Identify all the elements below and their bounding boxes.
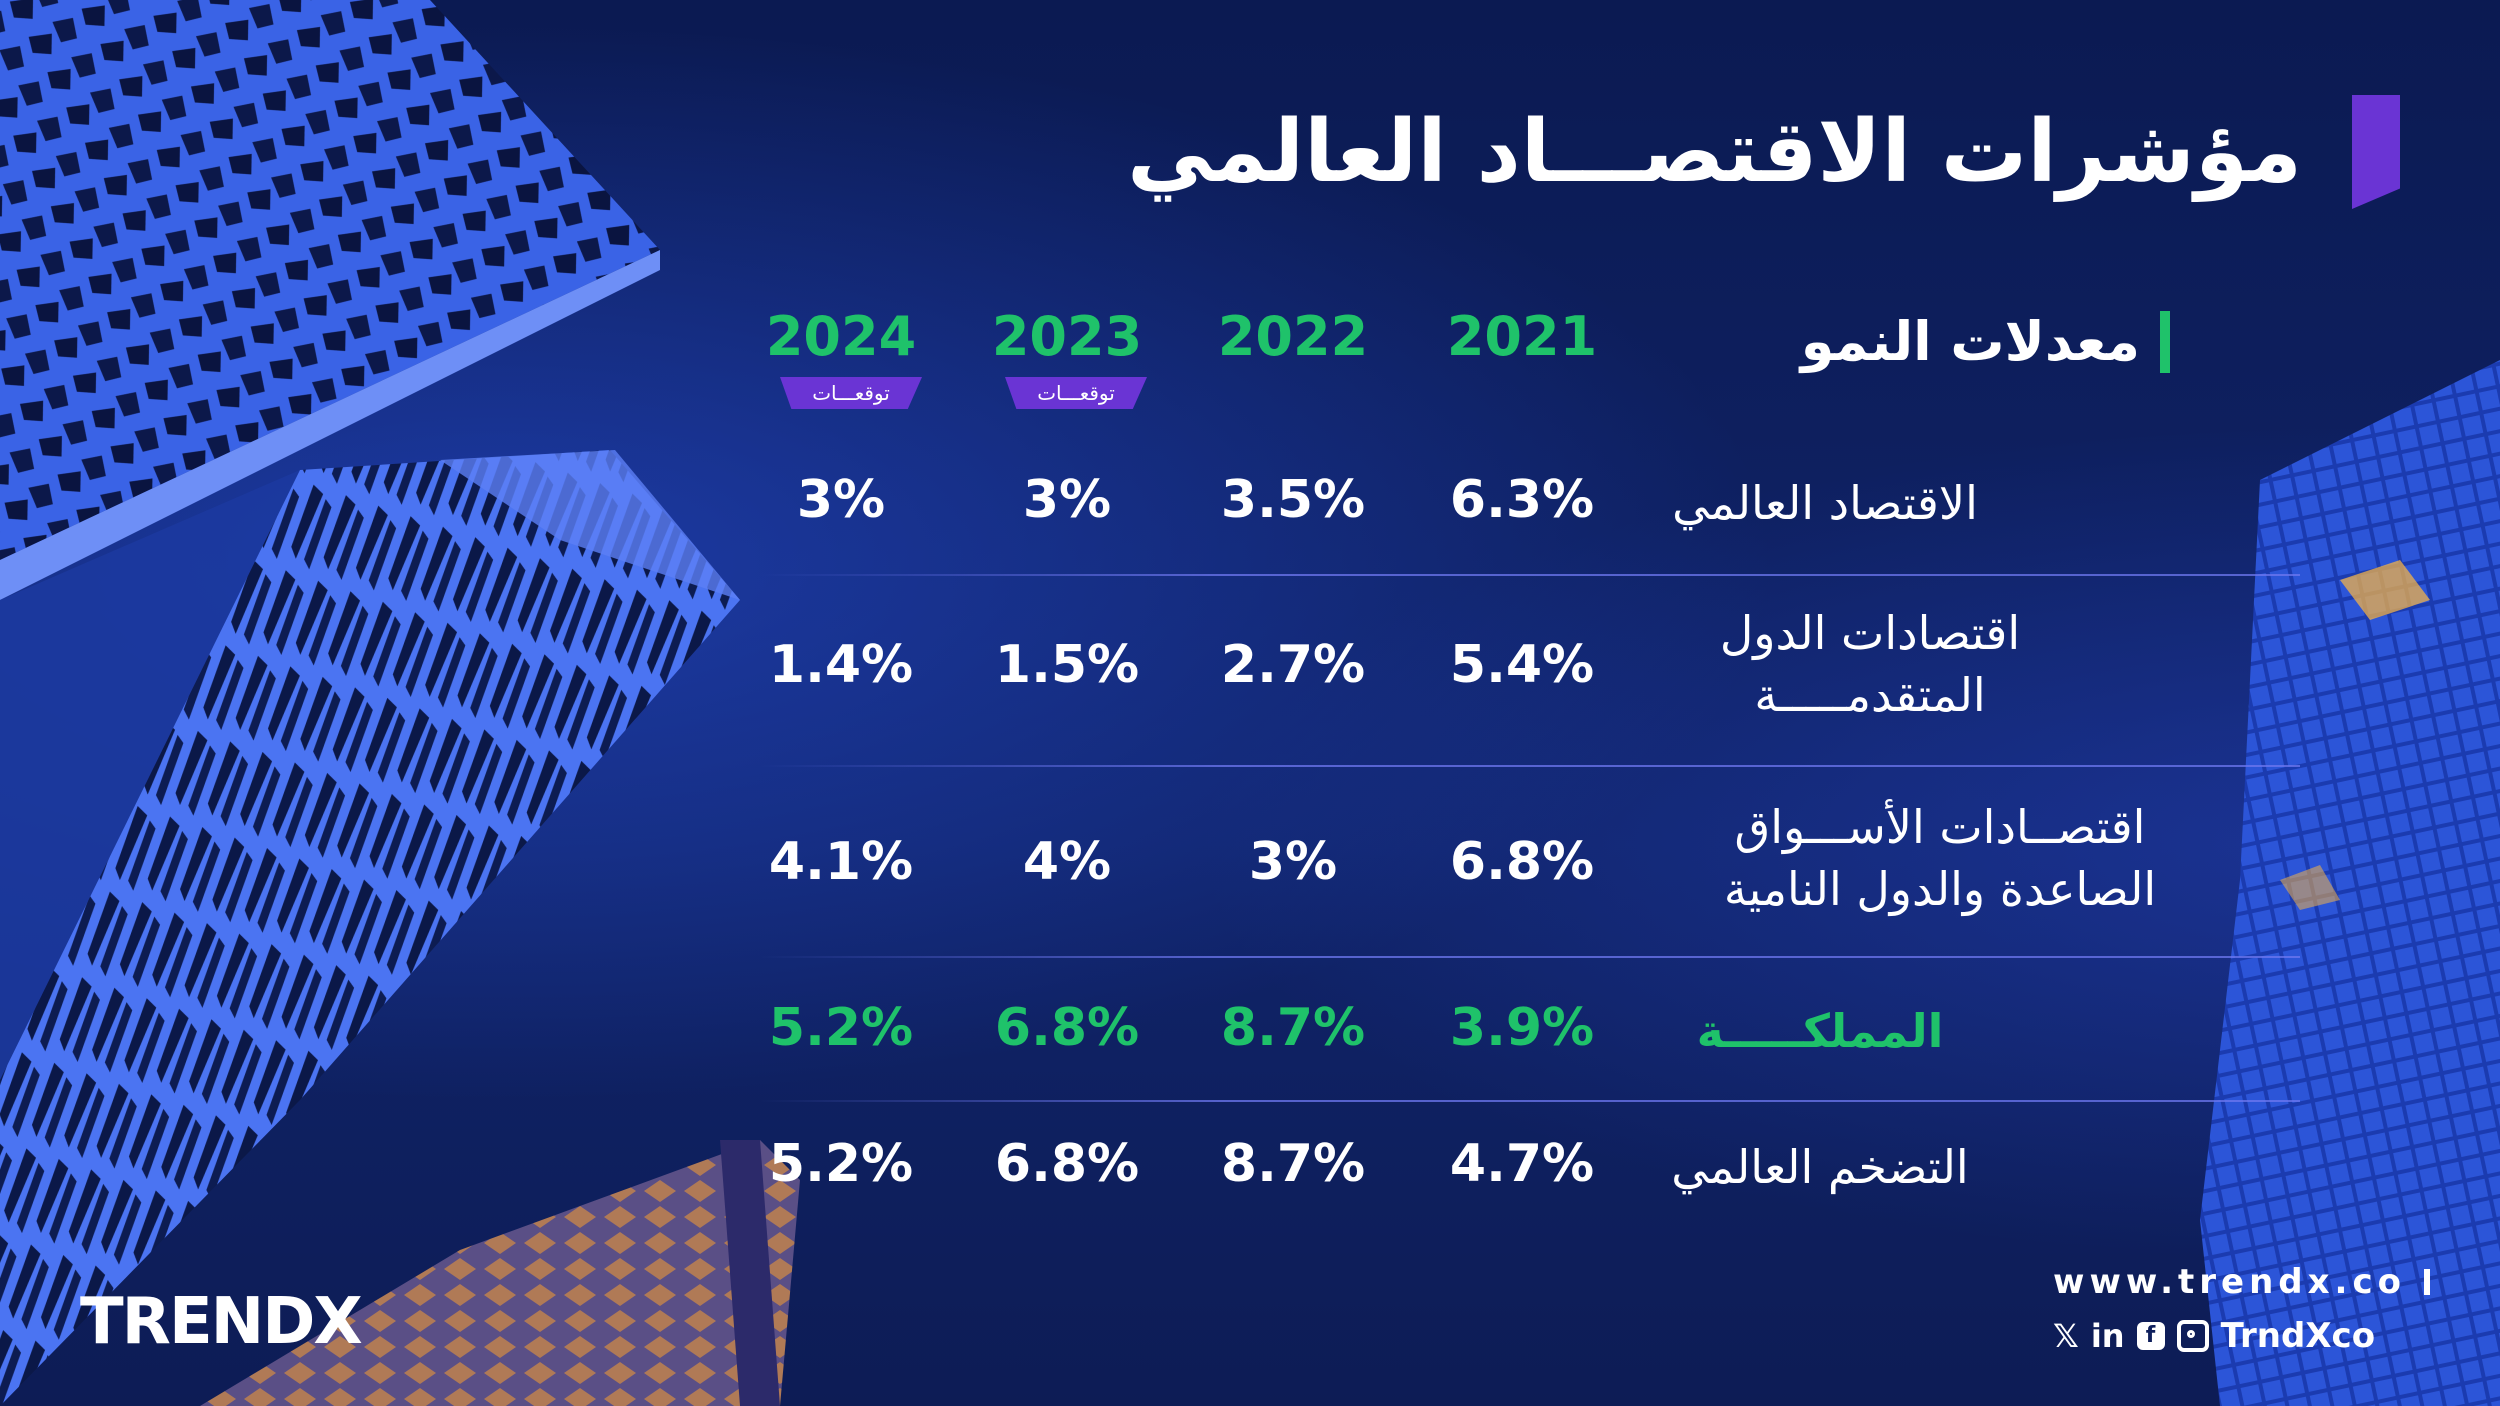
column-year: 2023 bbox=[991, 305, 1143, 368]
table-cell-highlight: 6.8% bbox=[994, 998, 1140, 1058]
social-handle: TrndXco bbox=[2220, 1316, 2376, 1356]
social-row: 𝕏 in f TrndXco bbox=[2053, 1316, 2430, 1356]
row-label: الاقتصاد العالمي bbox=[1672, 476, 1978, 530]
table-cell-highlight: 5.2% bbox=[768, 998, 914, 1058]
url-accent-tick bbox=[2424, 1269, 2430, 1295]
building-right-image bbox=[2200, 360, 2500, 1406]
building-left-image bbox=[0, 0, 740, 1406]
title-accent-bar bbox=[2352, 95, 2400, 209]
header-accent-bar bbox=[2160, 310, 2170, 373]
row-divider bbox=[760, 765, 2300, 767]
table-cell: 3% bbox=[796, 470, 886, 530]
row-label: اقتصــادات الأســـواق الصاعدة والدول الن… bbox=[1723, 800, 2157, 917]
table-cell: 8.7% bbox=[1220, 1134, 1366, 1194]
table-cell-highlight: 8.7% bbox=[1220, 998, 1366, 1058]
table-cell: 4% bbox=[1022, 832, 1112, 892]
table-cell: 1.4% bbox=[768, 635, 914, 695]
footer-contact: www.trendx.co 𝕏 in f TrndXco bbox=[2053, 1262, 2430, 1356]
page-title: مؤشرات الاقتصـــاد العالمي bbox=[1127, 102, 2302, 202]
table-header-label: معدلات النمو bbox=[1801, 310, 2170, 373]
table-cell: 4.1% bbox=[768, 832, 914, 892]
table-cell-highlight: 3.9% bbox=[1449, 998, 1595, 1058]
table-cell: 5.2% bbox=[768, 1134, 914, 1194]
table-cell: 3% bbox=[1022, 470, 1112, 530]
table-cell: 3% bbox=[1248, 832, 1338, 892]
title-row: مؤشرات الاقتصـــاد العالمي bbox=[1127, 92, 2400, 212]
table-cell: 1.5% bbox=[994, 635, 1140, 695]
row-label-highlight: المملكـــــة bbox=[1696, 1004, 1944, 1058]
header-label-text: معدلات النمو bbox=[1800, 310, 2140, 373]
table-cell: 3.5% bbox=[1220, 470, 1366, 530]
row-divider bbox=[760, 574, 2300, 576]
column-year: 2022 bbox=[1217, 305, 1369, 368]
website-url-text[interactable]: www.trendx.co bbox=[2053, 1262, 2406, 1302]
column-year: 2024 bbox=[765, 305, 917, 368]
forecast-badge: توقعـــات bbox=[780, 377, 922, 409]
row-label: اقتصادات الدول المتقدمـــــة bbox=[1719, 606, 2021, 723]
website-url[interactable]: www.trendx.co bbox=[2053, 1262, 2430, 1302]
instagram-icon[interactable] bbox=[2176, 1320, 2209, 1352]
row-divider bbox=[760, 1100, 2300, 1102]
table-cell: 6.8% bbox=[1449, 832, 1595, 892]
table-cell: 5.4% bbox=[1449, 635, 1595, 695]
facebook-icon[interactable]: f bbox=[2136, 1322, 2165, 1350]
trendx-logo: TRENDX bbox=[80, 1285, 363, 1359]
forecast-badge: توقعـــات bbox=[1005, 377, 1147, 409]
row-label: التضخم العالمي bbox=[1671, 1140, 1969, 1194]
table-cell: 2.7% bbox=[1220, 635, 1366, 695]
building-bottom-image bbox=[200, 1140, 800, 1406]
table-cell: 6.8% bbox=[994, 1134, 1140, 1194]
row-divider bbox=[760, 956, 2300, 958]
linkedin-icon[interactable]: in bbox=[2090, 1317, 2125, 1355]
x-icon[interactable]: 𝕏 bbox=[2053, 1317, 2079, 1355]
table-cell: 4.7% bbox=[1449, 1134, 1595, 1194]
table-cell: 6.3% bbox=[1449, 470, 1595, 530]
column-year: 2021 bbox=[1446, 305, 1598, 368]
